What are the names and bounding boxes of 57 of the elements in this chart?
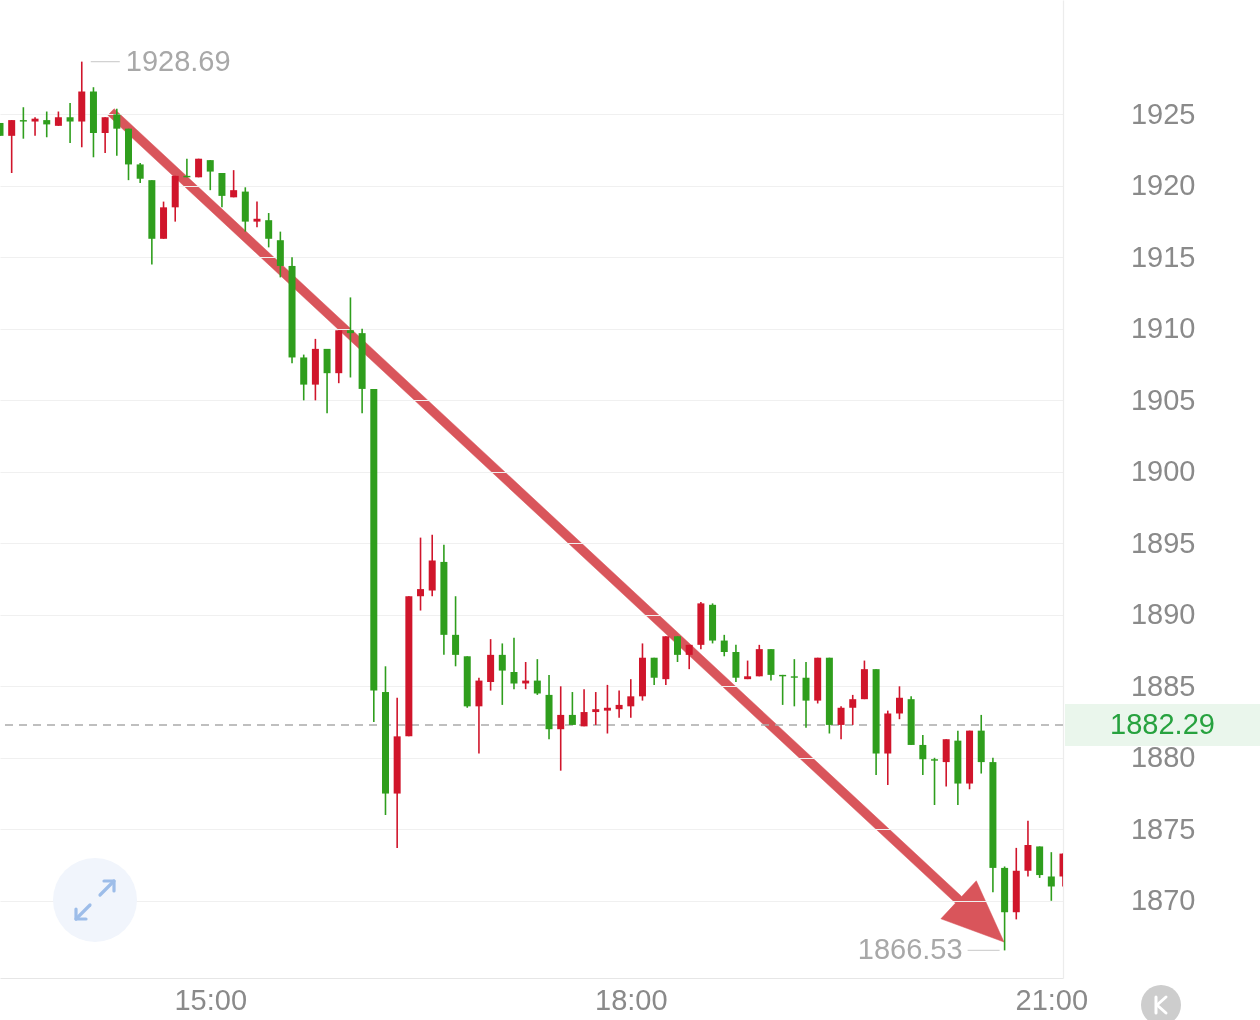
candlestick <box>346 296 354 379</box>
candlestick <box>685 644 693 670</box>
y-tick-label: 1890 <box>1130 598 1196 631</box>
y-tick-label: 1905 <box>1130 383 1196 416</box>
y-tick-label: 1885 <box>1130 669 1196 702</box>
candlestick <box>19 106 27 140</box>
y-tick-label: 1895 <box>1130 526 1196 559</box>
candlestick <box>790 658 798 708</box>
y-tick-label: 1870 <box>1130 884 1196 917</box>
y-tick-label: 1925 <box>1130 97 1196 130</box>
candlestick <box>452 595 460 668</box>
x-tick-label: 18:00 <box>595 983 668 1016</box>
candlestick <box>31 116 39 137</box>
y-tick-label: 1910 <box>1130 312 1196 345</box>
candlestick <box>650 656 658 686</box>
candlestick <box>230 169 238 199</box>
candlestick <box>43 110 51 139</box>
candlestick <box>674 635 682 663</box>
candlestick <box>417 536 425 612</box>
x-tick-label: 15:00 <box>174 983 248 1016</box>
candlestick <box>66 102 74 144</box>
candlestick <box>802 661 810 729</box>
candlestick <box>849 694 857 726</box>
candlestick <box>919 734 927 776</box>
candlestick <box>253 200 261 229</box>
y-tick-label: 1915 <box>1130 240 1196 273</box>
candlestick <box>615 689 623 719</box>
candlestick <box>942 738 950 788</box>
candlestick <box>218 172 226 209</box>
candlestick <box>113 107 121 157</box>
y-tick-label: 1875 <box>1130 812 1196 845</box>
candlestick <box>568 691 576 726</box>
candlestick <box>603 684 611 735</box>
candlestick <box>498 642 506 706</box>
y-tick-label: 1900 <box>1130 455 1196 488</box>
y-tick-label: 1920 <box>1130 169 1196 202</box>
candlestick <box>1047 851 1055 902</box>
candlestick <box>265 212 273 249</box>
annotation: 1866.53 <box>857 933 963 966</box>
candlestick <box>720 634 728 658</box>
candlestick <box>206 159 214 191</box>
candlestick <box>510 636 518 690</box>
candlestick <box>557 685 565 772</box>
candlestick <box>592 691 600 726</box>
candlestick <box>101 116 109 154</box>
annotation: 1928.69 <box>125 44 231 77</box>
candlestick <box>580 688 588 728</box>
candlestick <box>627 678 635 719</box>
candlestick <box>533 658 541 696</box>
candlestick <box>895 685 903 720</box>
candlestick <box>931 757 939 806</box>
candlestick <box>136 162 144 184</box>
candlestick <box>837 705 845 741</box>
candlestick <box>8 119 16 174</box>
ref-line-label: 1882.29 <box>1110 708 1215 741</box>
x-tick-label: 21:00 <box>1015 983 1089 1016</box>
y-tick-label: 1880 <box>1130 741 1196 774</box>
